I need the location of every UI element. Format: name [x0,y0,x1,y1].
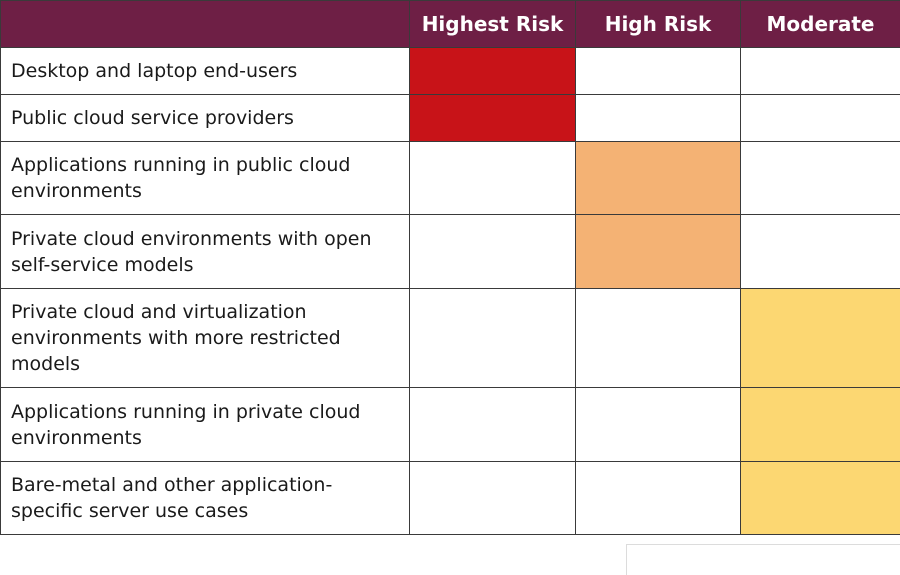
row-label: Applications running in private cloud en… [1,388,410,462]
table-row: Applications running in public cloud env… [1,142,900,215]
risk-cell-highest [410,388,576,462]
header-corner [1,1,410,48]
risk-cell-high [576,142,741,215]
risk-matrix-table: Highest Risk High Risk Moderate Desktop … [0,0,900,535]
risk-cell-highest [410,215,576,289]
risk-cell-moderate [741,215,900,289]
risk-cell-highest [410,462,576,535]
row-label: Private cloud environments with open sel… [1,215,410,289]
header-highest-risk: Highest Risk [410,1,576,48]
table-row: Private cloud environments with open sel… [1,215,900,289]
row-label: Private cloud and virtualization environ… [1,289,410,388]
row-label: Applications running in public cloud env… [1,142,410,215]
risk-cell-moderate [741,388,900,462]
risk-cell-high [576,95,741,142]
risk-cell-highest [410,95,576,142]
risk-cell-moderate [741,95,900,142]
row-label: Public cloud service providers [1,95,410,142]
risk-cell-highest [410,142,576,215]
risk-cell-high [576,289,741,388]
header-high-risk: High Risk [576,1,741,48]
risk-cell-moderate [741,289,900,388]
header-row: Highest Risk High Risk Moderate [1,1,900,48]
risk-cell-high [576,48,741,95]
risk-cell-high [576,462,741,535]
risk-cell-highest [410,289,576,388]
table-row: Public cloud service providers [1,95,900,142]
table-row: Bare-metal and other application-specifi… [1,462,900,535]
table-row: Desktop and laptop end-users [1,48,900,95]
risk-cell-highest [410,48,576,95]
row-label: Bare-metal and other application-specifi… [1,462,410,535]
bottom-right-panel-edge [626,544,900,575]
risk-cell-high [576,215,741,289]
row-label: Desktop and laptop end-users [1,48,410,95]
risk-cell-moderate [741,462,900,535]
table-row: Applications running in private cloud en… [1,388,900,462]
risk-cell-moderate [741,142,900,215]
table-row: Private cloud and virtualization environ… [1,289,900,388]
risk-cell-moderate [741,48,900,95]
header-moderate: Moderate [741,1,900,48]
risk-cell-high [576,388,741,462]
